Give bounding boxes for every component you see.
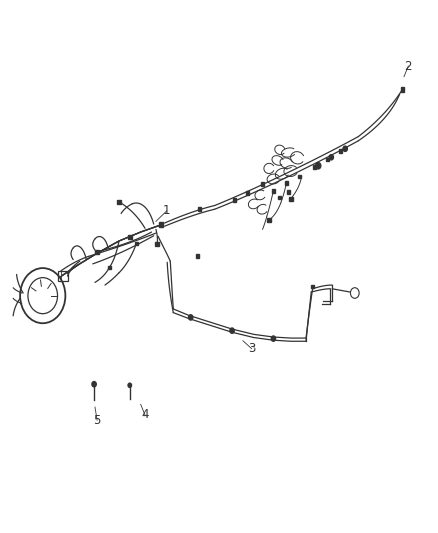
Circle shape [230,328,234,333]
Bar [233,198,236,202]
Bar [159,222,163,227]
Bar [196,254,199,258]
Bar [267,217,271,222]
Bar [279,196,282,199]
Bar [117,200,120,204]
Circle shape [188,315,193,320]
Bar [287,190,290,194]
Bar [285,181,288,184]
Bar [326,158,329,161]
Circle shape [343,146,347,151]
Circle shape [128,383,131,387]
Bar [313,165,316,168]
Bar [108,266,111,269]
Bar [298,174,301,178]
Circle shape [316,163,321,169]
Bar [311,285,314,288]
Bar [289,197,293,201]
Bar [155,241,159,246]
Bar [261,182,264,186]
Bar [95,249,99,254]
Bar [135,242,138,245]
Bar [198,207,201,212]
Circle shape [329,155,333,160]
Text: 5: 5 [93,414,101,427]
Bar [272,189,275,192]
Bar [128,235,131,239]
Bar [246,191,249,195]
Text: 3: 3 [248,342,255,355]
Circle shape [92,382,96,387]
Text: 1: 1 [163,204,170,217]
Bar [58,271,67,281]
Bar [401,87,404,92]
Bar [339,149,343,153]
Text: 4: 4 [141,408,149,422]
Text: 2: 2 [405,60,412,72]
Circle shape [271,336,276,341]
